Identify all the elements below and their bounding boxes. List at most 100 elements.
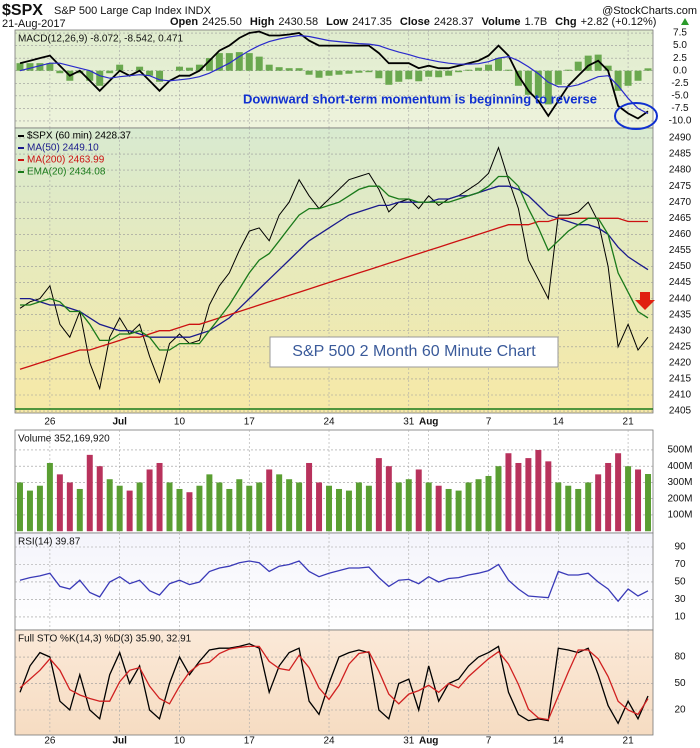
volume-bar [575,488,582,532]
quote-label: Low [326,16,348,28]
histogram-bar [106,70,114,74]
volume-bar [306,462,313,532]
volume-bar [365,485,372,532]
volume-bar [515,462,522,532]
volume-bar [56,474,63,532]
y-tick-label: 200M [667,493,692,504]
histogram-bar [355,70,363,73]
y-tick-label: 10 [674,612,686,623]
histogram-bar [185,67,193,71]
y-tick-label: 400M [667,461,692,472]
volume-bar [385,466,392,532]
panel: 7.55.0 2.50.0 -2.5-5.0 -7.5 -10.0 MACD(12,26,… [14,28,692,129]
histogram-bar [156,70,164,82]
volume-bar [46,462,53,532]
series-line [19,30,649,120]
histogram-bar [285,68,293,71]
histogram-bar [235,52,243,71]
quote-label: Volume [482,16,521,28]
y-tick-label: 2430 [669,325,692,336]
histogram-bar [225,53,233,71]
histogram-bar [425,70,433,77]
x-tick-label: 10 [174,417,186,428]
y-tick-label: 2470 [669,197,692,208]
histogram-bar [445,70,453,76]
y-tick-label: 2420 [669,358,692,369]
histogram-bar [325,70,333,76]
histogram-bar [146,70,154,76]
y-tick-label: -7.5 [671,103,689,114]
y-tick-label: 20 [674,705,686,716]
volume-bar [415,469,422,532]
volume-bar [296,482,303,532]
series-line [20,185,649,338]
y-tick-label: 2445 [669,277,692,288]
annotation-box [269,336,559,368]
histogram-bar [455,70,463,73]
series-line [19,217,648,370]
y-tick-label: -5.0 [671,90,689,101]
volume-bar [166,482,173,532]
y-tick-label: -10.0 [669,116,692,127]
x-tick-label: 14 [553,417,565,428]
y-tick-label: 2405 [669,406,692,417]
volume-bar [435,485,442,532]
red-arrow [635,292,655,310]
x-tick-label: 17 [244,736,256,747]
volume-bar [525,458,532,532]
y-tick-label: 0.0 [673,65,687,76]
histogram-bar [475,67,483,71]
y-tick-label: 2440 [669,293,692,304]
histogram-bar [345,70,353,74]
y-tick-label: 2.5 [673,53,687,64]
y-tick-label: 100M [667,510,692,521]
volume-bar [355,482,362,532]
histogram-bar [485,64,493,71]
histogram-bar [265,64,273,71]
volume-bar [645,473,652,532]
volume-bar [395,482,402,532]
volume-bar [405,479,412,532]
volume-bar [345,490,352,532]
panel-background [14,127,654,414]
volume-bar [116,485,123,532]
histogram-bar [594,54,602,71]
legend-entry: $SPX (60 min) 2428.37 [27,131,131,142]
x-tick-label: Aug [419,417,438,428]
y-tick-label: 300M [667,477,692,488]
histogram-bar [544,70,552,105]
y-tick-label: 2410 [669,390,692,401]
y-tick-label: 2485 [669,149,692,160]
volume-bar [226,488,233,532]
panel-background [14,532,654,631]
x-tick-label: 10 [174,736,186,747]
quote-value: +2.82 (+0.12%) [581,16,657,28]
y-tick-label: 50 [674,577,686,588]
quote-value: 2417.35 [352,16,392,28]
volume-bar [505,453,512,532]
histogram-bar [305,70,313,75]
volume-bar [76,488,83,532]
volume-bar [266,469,273,532]
histogram-bar [56,70,64,74]
x-tick-label: 24 [323,417,335,428]
symbol: $SPX [2,2,43,19]
y-tick-label: 2460 [669,229,692,240]
volume-bar [196,485,203,532]
quote-label: Chg [555,16,576,28]
panel: 20 50 80 Full STO %K(14,3) %D(3) 35.90, 32.… [14,629,686,736]
volume-bar [286,479,293,532]
histogram-bar [116,64,124,71]
x-tick-label: Aug [419,736,438,747]
y-tick-label: 90 [674,542,686,553]
source: @StockCharts.com [602,5,697,17]
series-line [19,34,649,115]
legend-entry: MA(200) 2463.99 [27,155,105,166]
x-tick-label: 31 [403,417,415,428]
histogram-bar [46,63,54,71]
panel-title: Full STO %K(14,3) %D(3) 35.90, 32.91 [18,634,192,645]
histogram-bar [175,66,183,71]
quote-label: Open [170,16,198,28]
volume-bar [585,482,592,532]
